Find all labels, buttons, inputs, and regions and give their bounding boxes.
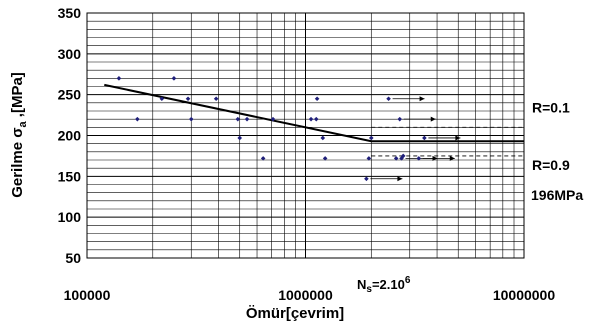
data-point xyxy=(308,116,314,122)
data-point xyxy=(244,116,250,122)
data-point xyxy=(313,116,319,122)
y-tick-label: 150 xyxy=(58,168,82,184)
data-point xyxy=(270,116,276,122)
fit-line xyxy=(104,83,524,143)
data-point xyxy=(116,76,122,81)
data-point xyxy=(397,116,403,122)
reference-lines: R=0.1 R=0.9 xyxy=(371,99,570,173)
x-axis-label: Ömür[çevrim] xyxy=(246,305,344,322)
x-tick-label: 1000000 xyxy=(278,287,333,303)
ns-annotation-main: N xyxy=(357,277,366,292)
reference-line-label: R=0.9 xyxy=(532,157,570,173)
y-tick-label: 350 xyxy=(58,5,82,21)
y-axis-label-symbol: σ xyxy=(9,128,26,138)
y-tick-label: 300 xyxy=(58,46,82,62)
y-tick-label: 100 xyxy=(58,209,82,225)
tick-labels: 50 100 150 200 250 300 350 100000 1000000 1000000… xyxy=(58,5,556,303)
data-point xyxy=(364,176,369,182)
data-point xyxy=(135,116,140,122)
y-axis-label-unit: ,[MPa] xyxy=(9,72,26,121)
data-point xyxy=(416,156,422,161)
data-point xyxy=(237,135,243,141)
data-point xyxy=(159,96,165,102)
ns-annotation-sup: 6 xyxy=(405,275,411,286)
data-point xyxy=(368,135,374,141)
data-point xyxy=(322,156,328,161)
fit-line-group xyxy=(104,83,524,143)
runout-arrow-head xyxy=(419,96,425,102)
data-point xyxy=(185,96,191,102)
grid xyxy=(87,13,524,258)
data-point xyxy=(393,156,399,161)
data-point xyxy=(386,96,391,102)
data-point xyxy=(188,116,194,122)
endurance-limit-label: 196MPa xyxy=(531,187,583,203)
data-point xyxy=(213,96,219,102)
x-tick-label: 100000 xyxy=(64,287,111,303)
data-point xyxy=(260,156,266,161)
data-point xyxy=(320,135,326,141)
runout-arrow-head xyxy=(430,116,436,122)
runout-arrows xyxy=(370,96,461,182)
ns-annotation-rest: =2.10 xyxy=(372,277,405,292)
ns-annotation: Ns=2.106 xyxy=(357,275,411,295)
runout-arrow-head xyxy=(397,176,403,182)
reference-line-label: R=0.1 xyxy=(532,99,570,115)
y-axis-label-prefix: Gerilme xyxy=(9,138,26,198)
runout-arrow-head xyxy=(455,135,461,141)
ns-annotation-sub: s xyxy=(366,284,372,295)
data-point xyxy=(314,96,320,102)
y-axis-label: Gerilme σa ,[MPa] xyxy=(9,72,29,198)
data-point xyxy=(171,76,177,81)
y-tick-label: 50 xyxy=(65,250,81,266)
data-point xyxy=(235,116,241,122)
y-axis-label-subscript: a xyxy=(17,121,29,128)
data-point xyxy=(422,135,427,141)
runout-arrow-head xyxy=(449,155,455,161)
data-point xyxy=(400,153,406,159)
x-tick-label: 10000000 xyxy=(493,287,556,303)
y-tick-label: 250 xyxy=(58,87,82,103)
data-points xyxy=(116,76,427,182)
plot-frame xyxy=(86,12,525,259)
y-tick-label: 200 xyxy=(58,128,82,144)
data-point xyxy=(366,156,372,161)
